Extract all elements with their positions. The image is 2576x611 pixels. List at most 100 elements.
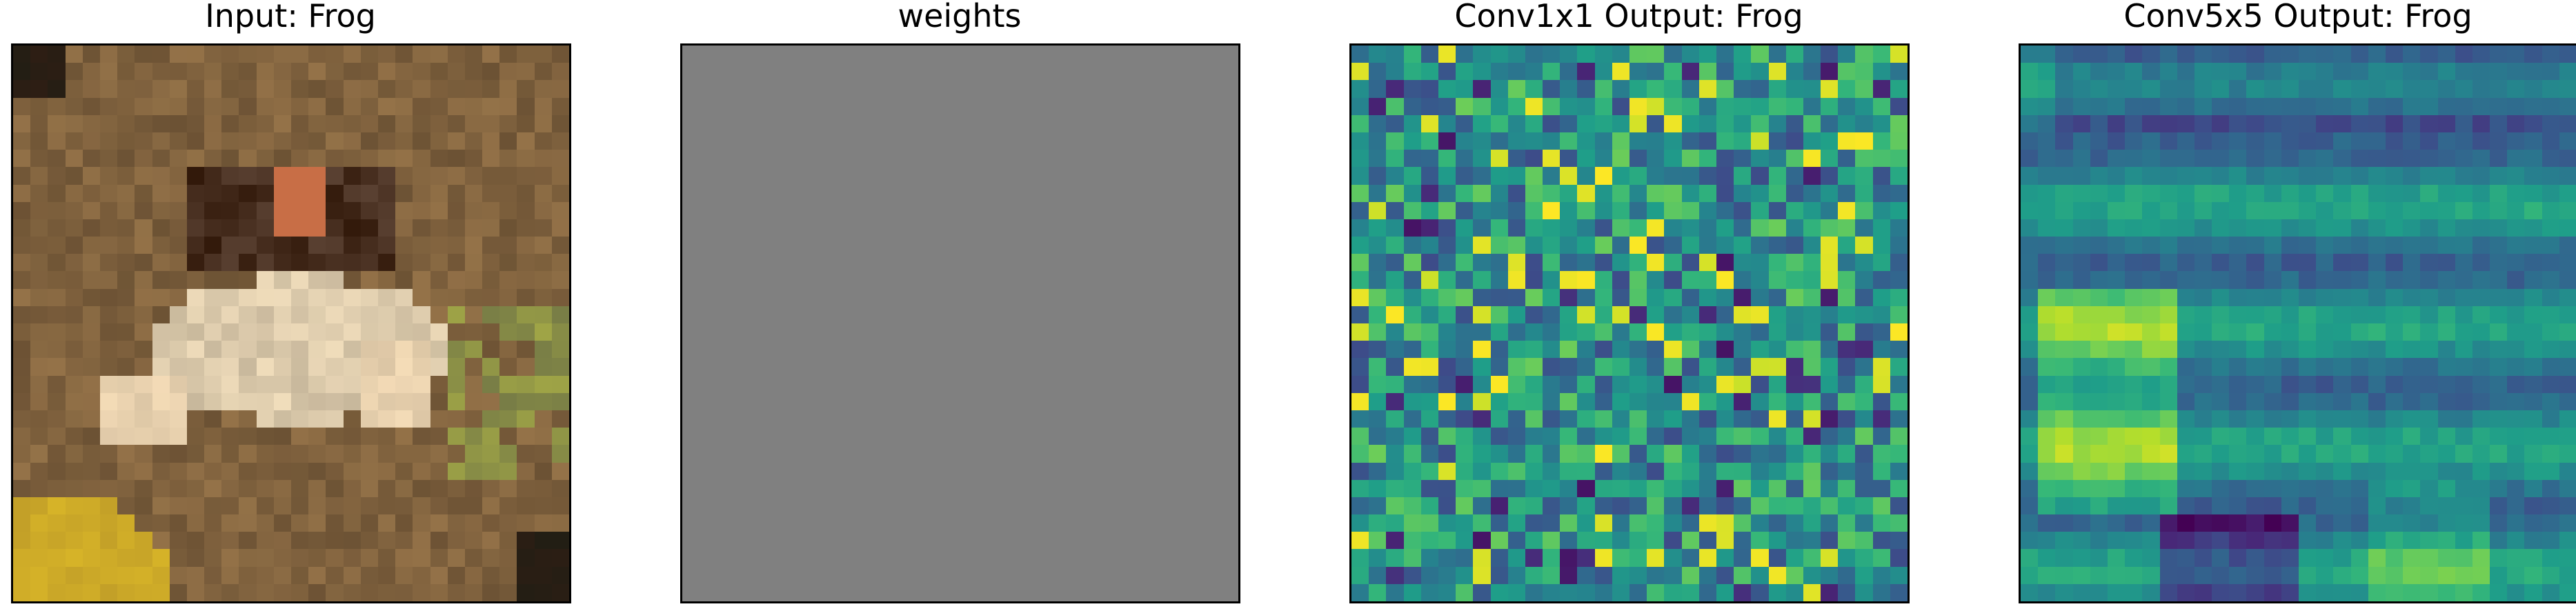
conv5x5-pixel — [2229, 201, 2247, 219]
conv1x1-pixel — [1420, 583, 1438, 601]
conv1x1-pixel — [1386, 410, 1404, 428]
conv5x5-pixel — [2021, 288, 2039, 306]
input-pixel — [239, 445, 257, 463]
conv5x5-pixel — [2368, 497, 2386, 515]
input-pixel — [308, 514, 326, 532]
input-pixel — [464, 375, 483, 393]
conv1x1-pixel — [1629, 80, 1647, 98]
input-pixel — [186, 549, 205, 567]
input-pixel — [551, 132, 569, 150]
conv1x1-pixel — [1681, 219, 1699, 237]
conv1x1-pixel — [1420, 184, 1438, 202]
conv5x5-pixel — [2403, 323, 2421, 341]
conv1x1-pixel — [1473, 80, 1491, 98]
input-pixel — [204, 392, 222, 410]
input-pixel — [447, 341, 465, 359]
conv1x1-pixel — [1785, 80, 1803, 98]
input-pixel — [395, 114, 413, 132]
input-pixel — [152, 237, 170, 254]
conv1x1-pixel — [1785, 428, 1803, 445]
input-pixel — [343, 271, 361, 289]
input-pixel — [135, 288, 152, 306]
conv5x5-pixel — [2021, 63, 2039, 81]
conv1x1-pixel — [1369, 583, 1387, 601]
input-pixel — [499, 150, 517, 168]
conv1x1-pixel — [1543, 410, 1561, 428]
conv5x5-pixel — [2507, 445, 2525, 463]
conv5x5-pixel — [2490, 97, 2508, 115]
input-pixel — [499, 462, 517, 480]
conv5x5-pixel — [2437, 201, 2455, 219]
conv5x5-pixel — [2263, 306, 2281, 323]
conv5x5-pixel — [2403, 358, 2421, 376]
input-pixel — [291, 288, 309, 306]
conv5x5-pixel — [2350, 132, 2368, 150]
conv1x1-pixel — [1420, 392, 1438, 410]
conv1x1-pixel — [1490, 150, 1508, 168]
conv5x5-pixel — [2524, 479, 2542, 497]
conv5x5-pixel — [2420, 271, 2438, 289]
conv5x5-pixel — [2055, 306, 2073, 323]
conv5x5-panel: Conv5x5 Output: Frog — [2019, 0, 2576, 611]
input-pixel — [135, 583, 152, 601]
conv1x1-pixel — [1594, 532, 1612, 550]
conv5x5-pixel — [2125, 184, 2143, 202]
input-pixel — [186, 514, 205, 532]
conv1x1-pixel — [1420, 445, 1438, 463]
input-pixel — [551, 358, 569, 376]
conv5x5-pixel — [2159, 63, 2177, 81]
conv1x1-pixel — [1716, 583, 1734, 601]
conv1x1-pixel — [1456, 462, 1474, 480]
input-pixel — [13, 514, 31, 532]
input-pixel — [256, 114, 274, 132]
conv5x5-pixel — [2385, 288, 2404, 306]
conv5x5-pixel — [2212, 445, 2230, 463]
conv5x5-pixel — [2194, 97, 2212, 115]
input-pixel — [256, 46, 274, 63]
conv1x1-pixel — [1647, 167, 1665, 185]
conv5x5-pixel — [2559, 97, 2576, 115]
conv1x1-pixel — [1647, 341, 1665, 359]
conv5x5-pixel — [2368, 392, 2386, 410]
input-pixel — [169, 150, 187, 168]
conv5x5-pixel — [2194, 184, 2212, 202]
conv1x1-pixel — [1768, 132, 1786, 150]
conv1x1-pixel — [1351, 583, 1369, 601]
conv1x1-pixel — [1768, 184, 1786, 202]
conv1x1-pixel — [1664, 254, 1682, 272]
conv5x5-pixel — [2038, 410, 2056, 428]
conv5x5-pixel — [2090, 462, 2108, 480]
input-pixel — [186, 323, 205, 341]
input-pixel — [291, 392, 309, 410]
conv1x1-pixel — [1664, 219, 1682, 237]
conv5x5-pixel — [2403, 514, 2421, 532]
conv5x5-pixel — [2299, 341, 2317, 359]
conv1x1-pixel — [1420, 566, 1438, 584]
input-pixel — [447, 549, 465, 567]
conv5x5-pixel — [2021, 375, 2039, 393]
conv5x5-pixel — [2021, 201, 2039, 219]
conv1x1-pixel — [1507, 114, 1525, 132]
conv5x5-pixel — [2316, 462, 2334, 480]
conv1x1-pixel — [1716, 358, 1734, 376]
conv5x5-pixel — [2420, 462, 2438, 480]
conv1x1-pixel — [1543, 497, 1561, 515]
input-pixel — [239, 462, 257, 480]
conv5x5-pixel — [2333, 254, 2351, 272]
conv5x5-pixel — [2107, 271, 2126, 289]
input-pixel — [499, 184, 517, 202]
input-pixel — [551, 410, 569, 428]
conv5x5-pixel — [2021, 479, 2039, 497]
conv5x5-pixel — [2559, 271, 2576, 289]
input-pixel — [186, 97, 205, 115]
input-pixel — [117, 410, 135, 428]
conv1x1-pixel — [1612, 150, 1629, 168]
conv5x5-pixel — [2246, 80, 2264, 98]
conv1x1-pixel — [1420, 288, 1438, 306]
conv5x5-pixel — [2229, 219, 2247, 237]
conv1x1-pixel — [1664, 80, 1682, 98]
input-pixel — [517, 514, 535, 532]
conv1x1-pixel — [1664, 150, 1682, 168]
conv5x5-pixel — [2125, 80, 2143, 98]
conv1x1-pixel — [1838, 583, 1856, 601]
